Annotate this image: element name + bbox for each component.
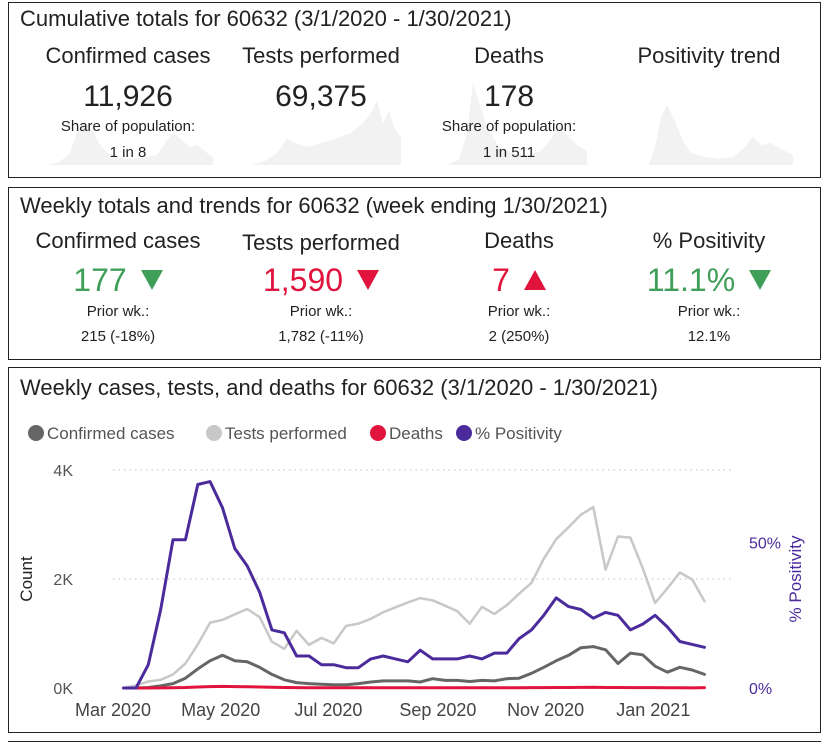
legend-marker [456, 425, 472, 441]
trend-down-icon [357, 269, 380, 290]
x-tick-label: Jul 2020 [294, 700, 362, 720]
weekly-title: Weekly totals and trends for 60632 (week… [20, 193, 608, 218]
legend-marker [206, 425, 222, 441]
y-tick-label: 2K [53, 572, 73, 589]
weekly-deaths-prior-value: 2 (250%) [488, 328, 550, 345]
x-tick-label: Sep 2020 [399, 700, 476, 720]
weekly-chart: Confirmed cases Tests performed Deaths % Po… [17, 424, 805, 720]
cumulative-tests-label: Tests performed [242, 43, 400, 68]
weekly-tests-value: 1,590 [262, 262, 344, 298]
weekly-positivity-prior-label: Prior wk.: [677, 303, 741, 320]
legend-label: Deaths [389, 424, 443, 443]
legend-marker [370, 425, 386, 441]
cumulative-positivity-label: Positivity trend [637, 43, 781, 68]
weekly-positivity-prior-value: 12.1% [687, 328, 731, 345]
weekly-positivity-label: % Positivity [652, 228, 766, 253]
weekly-cases: Confirmed cases 177 Prior wk.: 215 (-18%… [23, 228, 213, 345]
x-tick-label: Jan 2021 [616, 700, 690, 720]
legend-label: % Positivity [475, 424, 562, 443]
trend-down-icon [140, 269, 163, 290]
y-tick-label: 4K [53, 463, 73, 480]
series-line-confirmed-cases [122, 645, 706, 690]
deaths-sparkline [447, 83, 587, 165]
cumulative-deaths-share-label: Share of population: [441, 118, 577, 135]
cumulative-cases: Confirmed cases 11,926 Share of populati… [23, 43, 233, 161]
weekly-tests-prior-label: Prior wk.: [289, 303, 353, 320]
weekly-tests-value-row: 1,590 [221, 262, 421, 299]
legend-label: Tests performed [225, 424, 347, 443]
chart-title: Weekly cases, tests, and deaths for 6063… [20, 375, 658, 400]
cases-sparkline [47, 121, 213, 165]
trend-up-icon [523, 269, 546, 290]
weekly-cases-value-row: 177 [23, 262, 213, 299]
weekly-deaths-prior-label: Prior wk.: [487, 303, 551, 320]
weekly-cases-label: Confirmed cases [35, 228, 201, 253]
cumulative-cases-value: 11,926 [83, 80, 173, 113]
cumulative-deaths: Deaths 178 Share of population: 1 in 511 [419, 43, 599, 161]
cumulative-deaths-share-value: 1 in 511 [482, 144, 536, 161]
weekly-cases-prior-label: Prior wk.: [86, 303, 150, 320]
weekly-panel: Weekly totals and trends for 60632 (week… [8, 187, 821, 360]
weekly-positivity: % Positivity 11.1% Prior wk.: 12.1% [619, 228, 799, 345]
weekly-tests-prior-value: 1,782 (-11%) [278, 328, 364, 345]
weekly-tests: Tests performed 1,590 Prior wk.: 1,782 (… [221, 230, 421, 345]
cumulative-tests-value: 69,375 [275, 80, 367, 113]
cumulative-deaths-label: Deaths [474, 43, 544, 68]
cumulative-tests: Tests performed 69,375 [221, 43, 421, 114]
cumulative-panel: Cumulative totals for 60632 (3/1/2020 - … [8, 2, 821, 178]
trend-down-icon [749, 269, 772, 290]
x-tick-label: May 2020 [181, 700, 260, 720]
y-axis-title: Count [17, 556, 36, 602]
cumulative-cases-label: Confirmed cases [45, 43, 211, 68]
cumulative-cases-share-label: Share of population: [60, 118, 196, 135]
cumulative-deaths-value: 178 [483, 80, 535, 113]
weekly-deaths-value-row: 7 [429, 262, 609, 299]
legend-marker [28, 425, 44, 441]
series-line-tests-performed [122, 505, 706, 690]
weekly-cases-prior-value: 215 (-18%) [80, 328, 156, 345]
weekly-deaths: Deaths 7 Prior wk.: 2 (250%) [429, 228, 609, 345]
weekly-cases-value: 177 [73, 262, 127, 298]
next-panel-edge [8, 741, 821, 744]
x-tick-label: Mar 2020 [75, 700, 151, 720]
x-tick-label: Nov 2020 [507, 700, 584, 720]
series-line-positivity [122, 480, 706, 690]
y2-tick-label: 0% [749, 681, 772, 698]
chart-panel: Weekly cases, tests, and deaths for 6063… [8, 367, 821, 733]
weekly-positivity-value: 11.1% [646, 262, 736, 298]
y2-tick-label: 50% [749, 536, 781, 553]
cumulative-title: Cumulative totals for 60632 (3/1/2020 - … [20, 6, 512, 31]
y2-axis-title: % Positivity [786, 535, 805, 622]
positivity-sparkline [649, 105, 793, 165]
cumulative-positivity: Positivity trend [619, 43, 799, 69]
weekly-deaths-label: Deaths [484, 228, 554, 253]
weekly-tests-label: Tests performed [242, 230, 400, 255]
series-line-deaths [122, 684, 706, 690]
legend-label: Confirmed cases [47, 424, 175, 443]
weekly-positivity-value-row: 11.1% [619, 262, 799, 299]
cumulative-cases-share-value: 1 in 8 [109, 144, 147, 161]
tests-sparkline [251, 101, 401, 165]
y-tick-label: 0K [53, 681, 73, 698]
weekly-deaths-value: 7 [492, 262, 510, 298]
